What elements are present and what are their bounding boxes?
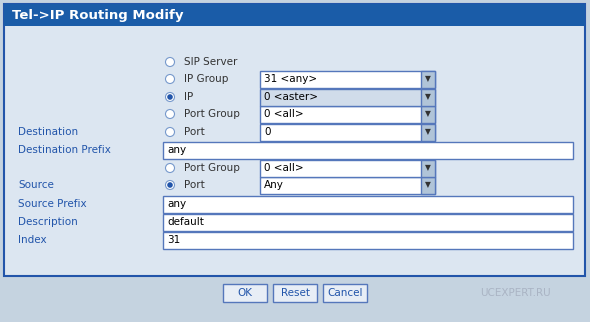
Text: 0 <all>: 0 <all> [264, 109, 304, 119]
Bar [421, 124, 435, 140]
Bar [260, 89, 435, 106]
Bar [4, 4, 585, 276]
Text: 0: 0 [264, 127, 270, 137]
Circle shape [166, 128, 175, 137]
Text: any: any [167, 145, 186, 155]
Text: 0 <aster>: 0 <aster> [264, 92, 318, 102]
Text: Description: Description [18, 217, 78, 227]
Text: UCEXPERT.RU: UCEXPERT.RU [480, 288, 550, 298]
Text: Reset: Reset [280, 288, 310, 298]
Bar [163, 213, 573, 231]
Bar [260, 106, 435, 122]
Bar [323, 284, 367, 302]
Text: Cancel: Cancel [327, 288, 363, 298]
Bar [4, 4, 585, 26]
Bar [223, 284, 267, 302]
Text: 31: 31 [167, 235, 181, 245]
Text: default: default [167, 217, 204, 227]
Text: ▼: ▼ [425, 92, 431, 101]
Text: Tel->IP Routing Modify: Tel->IP Routing Modify [12, 8, 183, 22]
Text: OK: OK [238, 288, 253, 298]
Text: Destination: Destination [18, 127, 78, 137]
Text: Source: Source [18, 180, 54, 190]
Bar [273, 284, 317, 302]
Bar [421, 71, 435, 88]
Circle shape [166, 109, 175, 118]
Text: ▼: ▼ [425, 109, 431, 118]
Circle shape [167, 182, 173, 188]
Text: any: any [167, 199, 186, 209]
Bar [260, 159, 435, 176]
Bar [163, 232, 573, 249]
Text: ▼: ▼ [425, 128, 431, 137]
Text: ▼: ▼ [425, 74, 431, 83]
Bar [163, 195, 573, 213]
Text: 0 <all>: 0 <all> [264, 163, 304, 173]
Circle shape [166, 92, 175, 101]
Bar [163, 141, 573, 158]
Text: Port: Port [184, 180, 205, 190]
Text: ▼: ▼ [425, 181, 431, 190]
Text: Source Prefix: Source Prefix [18, 199, 87, 209]
Text: IP Group: IP Group [184, 74, 228, 84]
Circle shape [166, 181, 175, 190]
Text: Destination Prefix: Destination Prefix [18, 145, 111, 155]
Bar [260, 124, 435, 140]
Text: Any: Any [264, 180, 284, 190]
Text: ▼: ▼ [425, 164, 431, 173]
Circle shape [167, 94, 173, 100]
Circle shape [166, 58, 175, 67]
Text: 31 <any>: 31 <any> [264, 74, 317, 84]
Text: Port: Port [184, 127, 205, 137]
Bar [421, 106, 435, 122]
Text: IP: IP [184, 92, 194, 102]
Text: Port Group: Port Group [184, 109, 240, 119]
Text: Port Group: Port Group [184, 163, 240, 173]
Bar [421, 176, 435, 194]
Bar [260, 71, 435, 88]
Text: SIP Server: SIP Server [184, 57, 237, 67]
Bar [421, 159, 435, 176]
Circle shape [166, 74, 175, 83]
Text: Index: Index [18, 235, 47, 245]
Circle shape [166, 164, 175, 173]
Bar [260, 176, 435, 194]
Bar [421, 89, 435, 106]
